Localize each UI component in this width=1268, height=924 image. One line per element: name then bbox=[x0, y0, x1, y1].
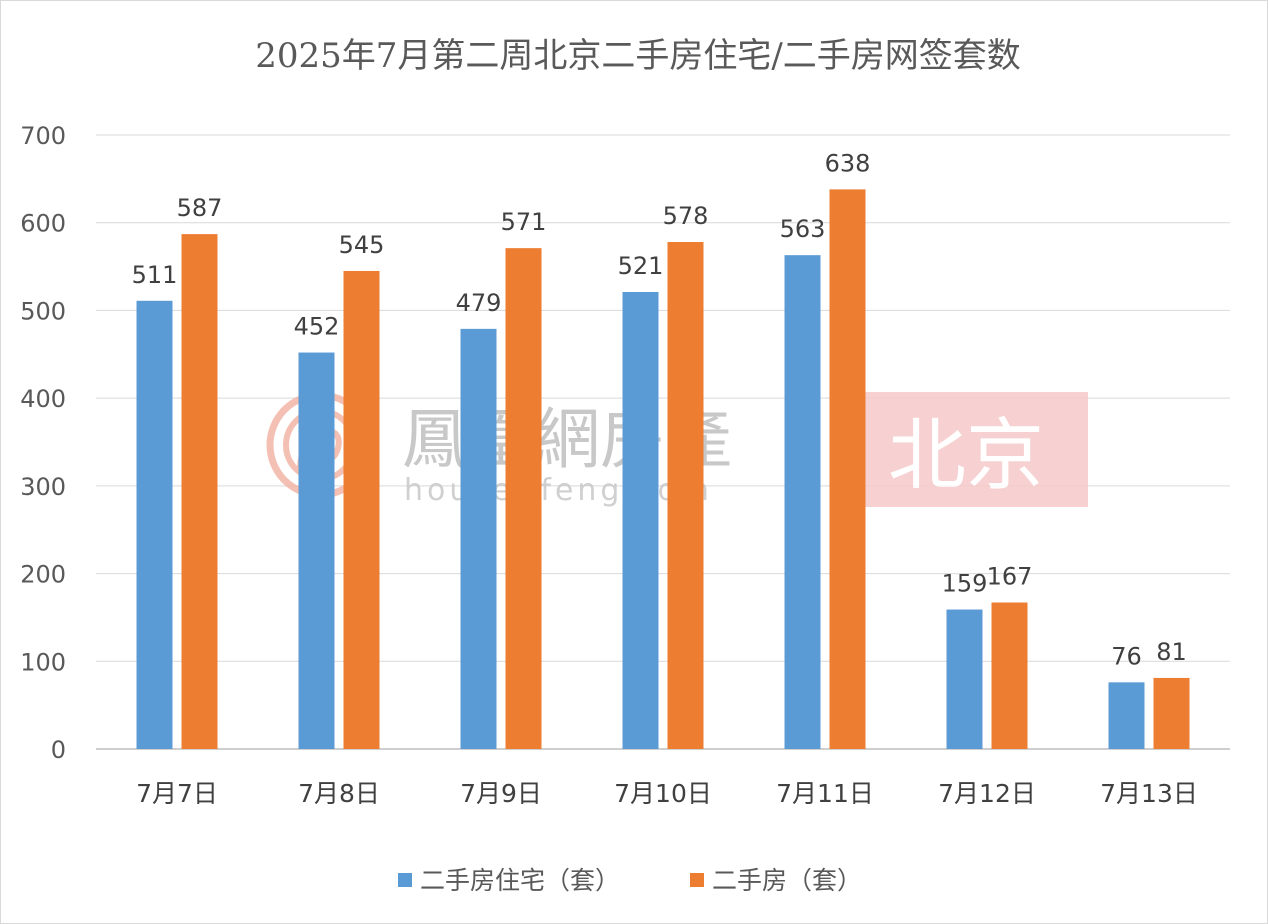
y-tick-label: 500 bbox=[20, 297, 66, 325]
data-label: 479 bbox=[456, 289, 502, 317]
y-tick-label: 300 bbox=[20, 473, 66, 501]
bar bbox=[829, 189, 866, 749]
data-label: 563 bbox=[780, 215, 826, 243]
data-label: 545 bbox=[339, 231, 385, 259]
y-axis-ticks: 0 100 200 300 400 500 600 700 bbox=[20, 122, 66, 764]
x-tick-label: 7月9日 bbox=[460, 779, 542, 808]
x-tick-label: 7月7日 bbox=[136, 779, 218, 808]
x-tick-label: 7月12日 bbox=[938, 779, 1036, 808]
y-tick-label: 400 bbox=[20, 385, 66, 413]
x-tick-label: 7月8日 bbox=[298, 779, 380, 808]
bar bbox=[460, 328, 497, 749]
data-label: 638 bbox=[825, 149, 871, 177]
x-tick-label: 7月10日 bbox=[614, 779, 712, 808]
bars bbox=[136, 189, 1190, 750]
chart-title: 2025年7月第二周北京二手房住宅/二手房网签套数 bbox=[255, 36, 1021, 76]
y-tick-label: 200 bbox=[20, 561, 66, 589]
data-label: 452 bbox=[294, 313, 340, 341]
legend-swatch bbox=[690, 873, 704, 887]
y-tick-label: 600 bbox=[20, 210, 66, 238]
bar bbox=[1108, 682, 1145, 749]
watermark-city: 北京 bbox=[888, 411, 1044, 501]
data-label: 587 bbox=[177, 194, 223, 222]
bar bbox=[946, 609, 983, 749]
data-label: 521 bbox=[618, 252, 664, 280]
watermark-city-badge bbox=[845, 392, 1088, 507]
data-labels: 511 587 452 545 479 571 521 578 563 638 159 167 76 81 bbox=[132, 149, 1187, 670]
bar bbox=[1153, 677, 1190, 749]
bar bbox=[505, 248, 542, 749]
bar bbox=[343, 270, 380, 749]
watermark-url: house.ifeng.com bbox=[404, 473, 713, 508]
y-tick-label: 100 bbox=[20, 648, 66, 676]
x-tick-label: 7月11日 bbox=[776, 779, 874, 808]
bar bbox=[667, 242, 704, 750]
bar bbox=[622, 292, 659, 749]
data-label: 76 bbox=[1111, 642, 1142, 670]
data-label: 81 bbox=[1156, 638, 1187, 666]
bar bbox=[298, 352, 335, 749]
legend-swatch bbox=[398, 873, 412, 887]
bar bbox=[784, 255, 821, 749]
bar bbox=[181, 234, 218, 750]
legend-label: 二手房（套） bbox=[712, 866, 862, 895]
data-label: 511 bbox=[132, 261, 178, 289]
data-label: 159 bbox=[942, 570, 988, 598]
bar bbox=[991, 602, 1028, 749]
y-tick-label: 0 bbox=[51, 736, 66, 764]
data-label: 167 bbox=[987, 563, 1033, 591]
bar bbox=[136, 300, 173, 749]
y-tick-label: 700 bbox=[20, 122, 66, 150]
watermark: 鳳凰網房產 house.ifeng.com 北京 bbox=[266, 391, 1088, 508]
data-label: 571 bbox=[501, 208, 547, 236]
legend: 二手房住宅（套） 二手房（套） bbox=[398, 866, 862, 895]
x-axis-ticks: 7月7日 7月8日 7月9日 7月10日 7月11日 7月12日 7月13日 bbox=[136, 779, 1198, 808]
data-label: 578 bbox=[663, 202, 709, 230]
legend-label: 二手房住宅（套） bbox=[420, 866, 620, 895]
x-tick-label: 7月13日 bbox=[1100, 779, 1198, 808]
